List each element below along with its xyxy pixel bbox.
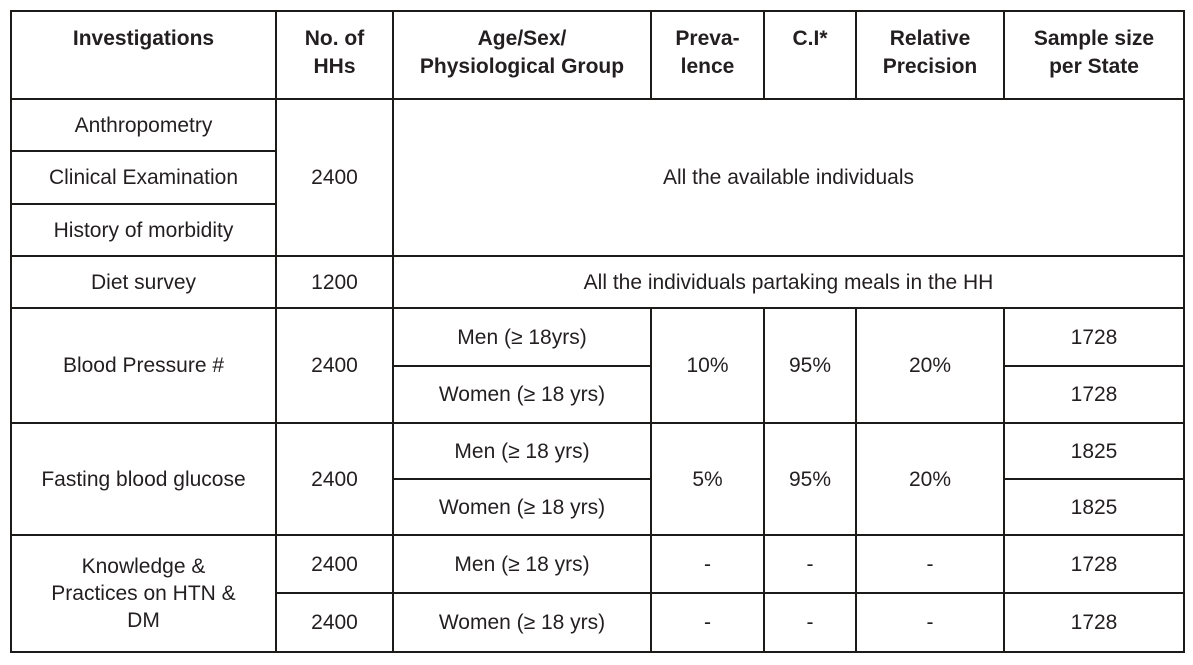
cell-knowledge-men-hhs: 2400 (275, 534, 394, 594)
cell-bp-women-group: Women (≥ 18 yrs) (392, 365, 652, 424)
cell-knowledge-men-relative-precision: - (855, 534, 1005, 594)
cell-bp-women-sample: 1728 (1003, 365, 1185, 424)
cell-knowledge-men-ci: - (763, 534, 857, 594)
cell-anthro-block-group: All the available individuals (392, 98, 1185, 257)
cell-knowledge-women-group: Women (≥ 18 yrs) (392, 592, 652, 653)
header-prevalence: Preva- lence (650, 10, 765, 100)
header-age-sex-group: Age/Sex/ Physiological Group (392, 10, 652, 100)
row-blood-pressure-women: Women (≥ 18 yrs) 1728 (11, 365, 1185, 424)
row-diet-survey: Diet survey 1200 All the individuals par… (10, 255, 1185, 309)
survey-design-table: Investigations No. of HHs Age/Sex/ Physi… (10, 10, 1185, 653)
cell-knowledge-women-prevalence: - (650, 592, 765, 653)
cell-fbg-men-sample: 1825 (1003, 422, 1185, 480)
cell-bp-hhs: 2400 (275, 307, 394, 424)
cell-fbg-prevalence: 5% (650, 422, 765, 536)
cell-fbg-investigation: Fasting blood glucose (10, 422, 277, 536)
cell-bp-investigation: Blood Pressure # (10, 307, 277, 424)
cell-fbg-women-sample: 1825 (1003, 478, 1185, 536)
header-investigations: Investigations (10, 10, 277, 100)
cell-knowledge-women-sample: 1728 (1003, 592, 1185, 653)
header-sample-size: Sample size per State (1003, 10, 1185, 100)
cell-anthro-block-hhs: 2400 (275, 98, 394, 257)
cell-bp-men-group: Men (≥ 18yrs) (392, 307, 652, 367)
cell-fbg-women-group: Women (≥ 18 yrs) (392, 478, 652, 536)
cell-diet-hhs: 1200 (275, 255, 394, 309)
cell-bp-ci: 95% (763, 307, 857, 424)
cell-knowledge-women-relative-precision: - (855, 592, 1005, 653)
row-knowledge-women: 2400 Women (≥ 18 yrs) - - - 1728 (11, 592, 1185, 653)
cell-clinical-examination: Clinical Examination (10, 150, 277, 205)
header-row: Investigations No. of HHs Age/Sex/ Physi… (10, 10, 1185, 100)
cell-bp-relative-precision: 20% (855, 307, 1005, 424)
header-relative-precision: Relative Precision (855, 10, 1005, 100)
cell-fbg-hhs: 2400 (275, 422, 394, 536)
row-clinical-examination: Clinical Examination (10, 150, 1184, 205)
cell-fbg-men-group: Men (≥ 18 yrs) (392, 422, 652, 480)
row-anthropometry: Anthropometry 2400 All the available ind… (10, 98, 1185, 257)
cell-knowledge-women-hhs: 2400 (275, 592, 394, 653)
cell-knowledge-investigation: Knowledge & Practices on HTN & DM (10, 534, 277, 653)
cell-bp-men-sample: 1728 (1003, 307, 1185, 367)
cell-knowledge-men-prevalence: - (650, 534, 765, 594)
cell-anthropometry: Anthropometry (10, 98, 277, 152)
row-history-of-morbidity: History of morbidity (10, 203, 1184, 257)
cell-knowledge-men-group: Men (≥ 18 yrs) (392, 534, 652, 594)
cell-diet-investigation: Diet survey (10, 255, 277, 309)
row-blood-pressure-men: Blood Pressure # 2400 Men (≥ 18yrs) 10% … (10, 307, 1185, 424)
cell-diet-group: All the individuals partaking meals in t… (392, 255, 1185, 309)
cell-fbg-ci: 95% (763, 422, 857, 536)
cell-knowledge-women-ci: - (763, 592, 857, 653)
cell-fbg-relative-precision: 20% (855, 422, 1005, 536)
row-knowledge-men: Knowledge & Practices on HTN & DM 2400 M… (10, 534, 1185, 653)
row-fasting-glucose-men: Fasting blood glucose 2400 Men (≥ 18 yrs… (10, 422, 1185, 536)
cell-history-of-morbidity: History of morbidity (10, 203, 277, 257)
row-fasting-glucose-women: Women (≥ 18 yrs) 1825 (11, 478, 1185, 536)
cell-knowledge-men-sample: 1728 (1003, 534, 1185, 594)
cell-bp-prevalence: 10% (650, 307, 765, 424)
header-no-of-hhs: No. of HHs (275, 10, 394, 100)
header-ci: C.I* (763, 10, 857, 100)
